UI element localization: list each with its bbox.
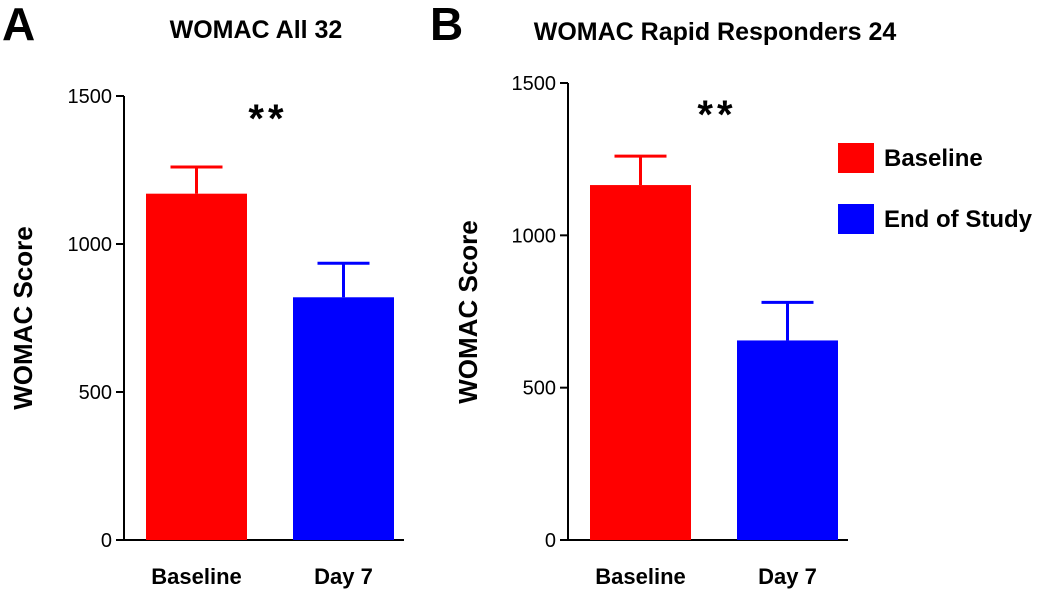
- bar-baseline: [146, 193, 247, 540]
- bar-day-7: [293, 297, 394, 540]
- category-label: Baseline: [151, 564, 242, 589]
- y-tick-label: 1500: [512, 73, 557, 95]
- chart-panel-a: A WOMAC All 32 WOMAC Score ** 0 500 1000 15…: [2, 0, 404, 589]
- category-label: Day 7: [758, 564, 817, 589]
- bar-day-7: [737, 340, 838, 540]
- category-label: Baseline: [595, 564, 686, 589]
- legend-swatch-end-of-study: [838, 204, 874, 234]
- chart-title-b: WOMAC Rapid Responders 24: [534, 18, 897, 46]
- panel-letter-a: A: [2, 0, 35, 50]
- bar-baseline: [590, 185, 691, 540]
- y-axis-label-a: WOMAC Score: [8, 226, 38, 409]
- legend-swatch-baseline: [838, 143, 874, 173]
- y-tick-label: 0: [101, 530, 112, 552]
- chart-panel-b: B WOMAC Rapid Responders 24 WOMAC Score …: [430, 0, 896, 589]
- significance-marker-b: **: [697, 93, 736, 137]
- y-tick-label: 500: [79, 382, 112, 404]
- panel-letter-b: B: [430, 0, 463, 50]
- legend: Baseline End of Study: [838, 143, 1033, 234]
- chart-title-a: WOMAC All 32: [170, 16, 343, 44]
- y-tick-label: 1500: [68, 86, 113, 108]
- y-axis-label-b: WOMAC Score: [453, 220, 483, 403]
- y-tick-label: 500: [523, 378, 556, 400]
- category-label: Day 7: [314, 564, 373, 589]
- legend-label-end-of-study: End of Study: [884, 206, 1033, 233]
- legend-label-baseline: Baseline: [884, 145, 983, 172]
- significance-marker-a: **: [248, 97, 287, 141]
- y-tick-label: 0: [545, 530, 556, 552]
- y-tick-label: 1000: [68, 234, 113, 256]
- y-tick-label: 1000: [512, 225, 557, 247]
